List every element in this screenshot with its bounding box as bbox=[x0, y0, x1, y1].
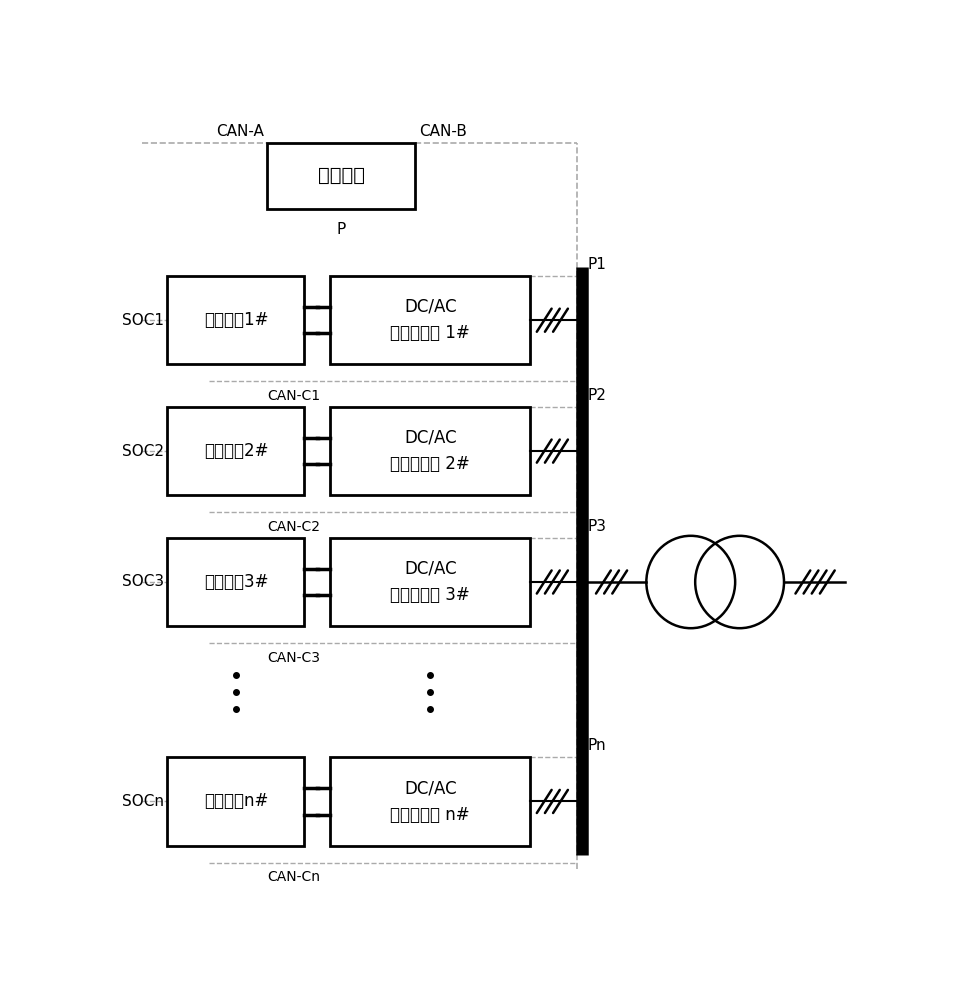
Text: CAN-A: CAN-A bbox=[216, 124, 264, 139]
Bar bbox=[167, 538, 305, 626]
Bar bbox=[330, 757, 530, 846]
Text: SOC3: SOC3 bbox=[121, 574, 164, 589]
Text: CAN-Cn: CAN-Cn bbox=[267, 870, 321, 884]
Text: SOC1: SOC1 bbox=[122, 313, 164, 328]
Text: Pn: Pn bbox=[588, 738, 606, 753]
Text: 电池模块1#: 电池模块1# bbox=[203, 311, 268, 329]
Bar bbox=[267, 143, 415, 209]
Text: DC/AC: DC/AC bbox=[404, 429, 456, 447]
Text: 储能变流器 n#: 储能变流器 n# bbox=[391, 806, 470, 824]
Bar bbox=[330, 407, 530, 495]
Text: 电池模块3#: 电池模块3# bbox=[203, 573, 268, 591]
Bar bbox=[167, 276, 305, 364]
Text: 储能变流器 1#: 储能变流器 1# bbox=[391, 324, 470, 342]
Text: DC/AC: DC/AC bbox=[404, 560, 456, 578]
Text: CAN-C3: CAN-C3 bbox=[267, 651, 321, 665]
Text: DC/AC: DC/AC bbox=[404, 298, 456, 316]
Text: CAN-C2: CAN-C2 bbox=[267, 520, 321, 534]
Bar bbox=[330, 538, 530, 626]
Bar bbox=[167, 757, 305, 846]
Bar bbox=[330, 276, 530, 364]
Text: DC/AC: DC/AC bbox=[404, 779, 456, 797]
Bar bbox=[167, 407, 305, 495]
Text: 储能变流器 3#: 储能变流器 3# bbox=[391, 586, 470, 604]
Text: SOC2: SOC2 bbox=[122, 444, 164, 459]
Text: 监控系统: 监控系统 bbox=[318, 166, 365, 185]
Text: 储能变流器 2#: 储能变流器 2# bbox=[391, 455, 470, 473]
Text: CAN-C1: CAN-C1 bbox=[267, 389, 321, 403]
Text: 电池模块n#: 电池模块n# bbox=[203, 792, 268, 810]
Text: SOCn: SOCn bbox=[122, 794, 164, 809]
Text: P3: P3 bbox=[588, 519, 606, 534]
Text: P2: P2 bbox=[588, 388, 606, 403]
Text: P1: P1 bbox=[588, 257, 606, 272]
Text: P: P bbox=[337, 222, 346, 237]
Text: CAN-B: CAN-B bbox=[419, 124, 467, 139]
Text: 电池模块2#: 电池模块2# bbox=[203, 442, 268, 460]
